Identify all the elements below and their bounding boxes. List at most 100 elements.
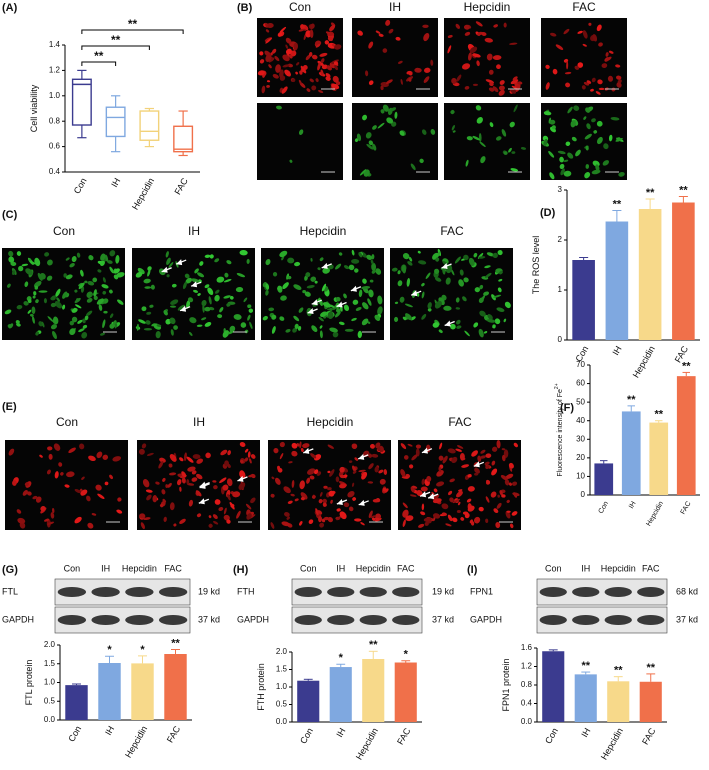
- cell: [314, 280, 318, 284]
- cell: [219, 307, 224, 313]
- cell: [582, 30, 588, 39]
- cell: [96, 451, 103, 459]
- cell: [46, 275, 53, 281]
- cell: [240, 322, 247, 328]
- cell: [543, 111, 552, 116]
- cell: [467, 505, 475, 512]
- cell: [199, 261, 204, 266]
- cell: [102, 290, 107, 295]
- cell: [427, 308, 432, 312]
- cell: [229, 501, 235, 510]
- cell: [334, 64, 338, 71]
- cell: [239, 250, 248, 256]
- cell: [427, 302, 432, 309]
- cell: [246, 513, 252, 520]
- cell: [377, 447, 381, 451]
- cell: [386, 117, 394, 124]
- cell: [585, 145, 589, 151]
- cell: [375, 268, 382, 275]
- blot-band: [57, 587, 87, 597]
- cell: [306, 477, 311, 484]
- cell: [577, 30, 583, 34]
- cell: [82, 318, 86, 324]
- cell: [366, 254, 373, 260]
- column-label: Hepcidin: [300, 224, 347, 238]
- cell: [494, 318, 501, 325]
- cell: [549, 119, 556, 125]
- arrow-head: [336, 498, 343, 505]
- cell: [223, 507, 227, 515]
- cell: [186, 456, 194, 463]
- cell: [339, 511, 347, 520]
- cell: [146, 311, 152, 315]
- cell: [360, 522, 365, 526]
- cell: [555, 44, 564, 50]
- cell: [406, 70, 412, 75]
- cell: [460, 517, 465, 521]
- x-tick-label: Hepcidin: [130, 176, 156, 211]
- cell: [170, 329, 174, 336]
- cell: [545, 82, 550, 90]
- cell: [247, 451, 251, 458]
- cell: [601, 63, 608, 69]
- cell: [246, 258, 250, 264]
- cell: [244, 457, 249, 462]
- y-tick-label: 1.6: [521, 643, 533, 652]
- cell: [281, 255, 285, 261]
- cell: [117, 299, 124, 305]
- blot-band: [327, 615, 355, 625]
- cell: [473, 252, 478, 258]
- cell: [465, 159, 469, 167]
- cell: [80, 269, 84, 277]
- cell: [421, 503, 425, 511]
- cell: [144, 286, 152, 289]
- cell: [492, 86, 499, 93]
- cell: [375, 442, 381, 449]
- cell: [416, 489, 423, 497]
- cell: [394, 316, 399, 323]
- cell: [298, 79, 302, 85]
- cell: [508, 147, 512, 153]
- cell: [383, 469, 388, 475]
- cell: [169, 502, 175, 511]
- cell: [367, 321, 371, 324]
- cell: [458, 279, 464, 287]
- cell: [382, 487, 388, 492]
- cell: [191, 278, 200, 283]
- cell: [319, 330, 323, 339]
- cell: [478, 256, 486, 259]
- cell: [214, 294, 220, 302]
- cell: [563, 28, 570, 35]
- cell: [438, 455, 444, 461]
- cell: [58, 462, 63, 467]
- cell: [351, 465, 357, 472]
- cell: [598, 87, 605, 91]
- cell: [300, 447, 304, 452]
- cell: [443, 305, 452, 311]
- cell: [11, 270, 16, 276]
- cell: [407, 261, 413, 266]
- cell: [279, 26, 287, 33]
- cell: [590, 88, 594, 92]
- blot-band: [604, 615, 632, 625]
- cell: [145, 489, 153, 493]
- size-label: 68 kd: [676, 586, 698, 596]
- cell: [318, 316, 324, 322]
- cell: [368, 510, 373, 519]
- cell: [484, 265, 491, 269]
- cell: [236, 510, 241, 519]
- cell: [351, 482, 355, 487]
- bar: [98, 663, 121, 720]
- cell: [468, 52, 472, 61]
- x-tick-label: IH: [628, 500, 638, 510]
- cell: [74, 297, 81, 304]
- cell: [492, 324, 496, 329]
- cell: [219, 477, 227, 484]
- cell: [100, 260, 105, 266]
- cell: [17, 517, 26, 524]
- y-tick-label: 1.0: [49, 91, 61, 100]
- cell: [271, 48, 277, 54]
- cell: [266, 22, 274, 29]
- panel-label: (G): [2, 564, 18, 576]
- x-tick-label: FAC: [640, 726, 658, 747]
